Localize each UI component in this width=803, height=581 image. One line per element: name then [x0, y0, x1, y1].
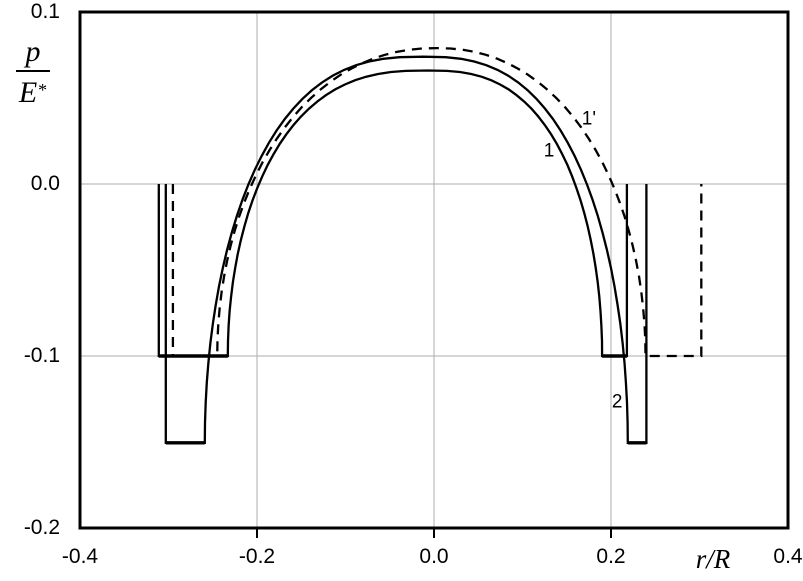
- y-tick-label-0.1: 0.1: [30, 0, 60, 23]
- y-axis-label-denominator-base: E: [18, 76, 38, 109]
- x-tick-label-0.0: 0.0: [419, 545, 449, 568]
- curve-2: [164, 55, 648, 445]
- curve-label-1': 1': [581, 108, 596, 130]
- y-axis-label-denominator-sup: *: [38, 80, 48, 100]
- curve-label-1: 1: [543, 140, 555, 162]
- curve-1: [157, 69, 629, 358]
- x-tick-label-0.2: 0.2: [596, 545, 626, 568]
- x-tick-label-0.4: 0.4: [773, 545, 803, 568]
- curve-1': [171, 46, 703, 358]
- x-tick-label--0.2: -0.2: [238, 545, 276, 568]
- x-axis-label: r/R: [695, 544, 731, 574]
- fraction-bar: [16, 70, 50, 72]
- y-axis-label-denominator: E*: [14, 73, 52, 110]
- y-tick-label--0.2: -0.2: [23, 516, 60, 539]
- y-tick-label--0.1: -0.1: [23, 344, 60, 367]
- y-axis-label-numerator: p: [25, 35, 41, 68]
- plot-frame: [78, 10, 790, 530]
- curve-label-2: 2: [611, 391, 623, 413]
- x-tick-label--0.4: -0.4: [61, 545, 99, 568]
- y-axis-label: p E*: [14, 36, 52, 110]
- y-tick-label-0.0: 0.0: [30, 172, 60, 195]
